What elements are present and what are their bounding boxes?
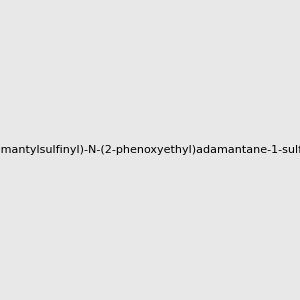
- Text: N-(1-adamantylsulfinyl)-N-(2-phenoxyethyl)adamantane-1-sulfinamide: N-(1-adamantylsulfinyl)-N-(2-phenoxyethy…: [0, 145, 300, 155]
